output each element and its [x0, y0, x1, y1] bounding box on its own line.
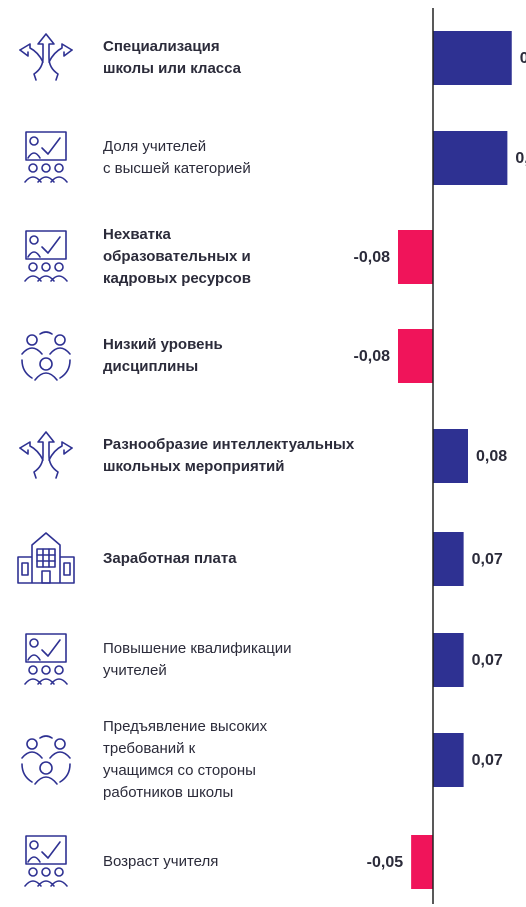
bar [433, 429, 468, 483]
category-label: работников школы [103, 784, 233, 801]
category-label: Доля учителей [103, 138, 206, 155]
category-label: школьных мероприятий [103, 458, 284, 475]
category-label: учителей [103, 662, 167, 679]
value-label: 0,07 [472, 752, 503, 769]
value-label: -0,08 [354, 348, 391, 365]
bar [398, 329, 433, 383]
value-label: 0,17 [515, 150, 526, 167]
category-label: учащимся со стороны [103, 762, 256, 779]
value-label: 0,18 [520, 50, 526, 67]
category-label: Возраст учителя [103, 853, 218, 870]
icon [24, 835, 68, 887]
category-label: Нехватка [103, 226, 172, 243]
category-label: с высшей категорией [103, 160, 251, 177]
bar [411, 835, 433, 889]
bar [398, 230, 433, 284]
icon [24, 131, 68, 183]
bar [433, 31, 512, 85]
bar [433, 131, 508, 185]
category-label: кадровых ресурсов [103, 270, 251, 287]
category-label: образовательных и [103, 248, 251, 265]
icon [24, 633, 68, 685]
category-label: дисциплины [103, 358, 198, 375]
category-label: Заработная плата [103, 550, 237, 567]
value-label: 0,07 [472, 551, 503, 568]
category-label: Предъявление высоких [103, 718, 268, 735]
value-label: -0,05 [367, 854, 404, 871]
value-label: -0,08 [354, 249, 391, 266]
icon [19, 431, 73, 479]
bar [433, 733, 464, 787]
category-label: Повышение квалификации [103, 640, 292, 657]
icon [21, 735, 71, 785]
icon [17, 532, 75, 584]
category-label: Специализация [103, 38, 220, 55]
value-label: 0,07 [472, 652, 503, 669]
category-label: Низкий уровень [103, 336, 223, 353]
bar [433, 532, 464, 586]
category-label: школы или класса [103, 60, 242, 77]
value-label: 0,08 [476, 448, 507, 465]
category-label: Разнообразие интеллектуальных [103, 436, 355, 453]
icons [17, 33, 75, 887]
icon [21, 331, 71, 381]
icon [24, 230, 68, 282]
bar [433, 633, 464, 687]
category-label: требований к [103, 740, 196, 757]
icon [19, 33, 73, 81]
